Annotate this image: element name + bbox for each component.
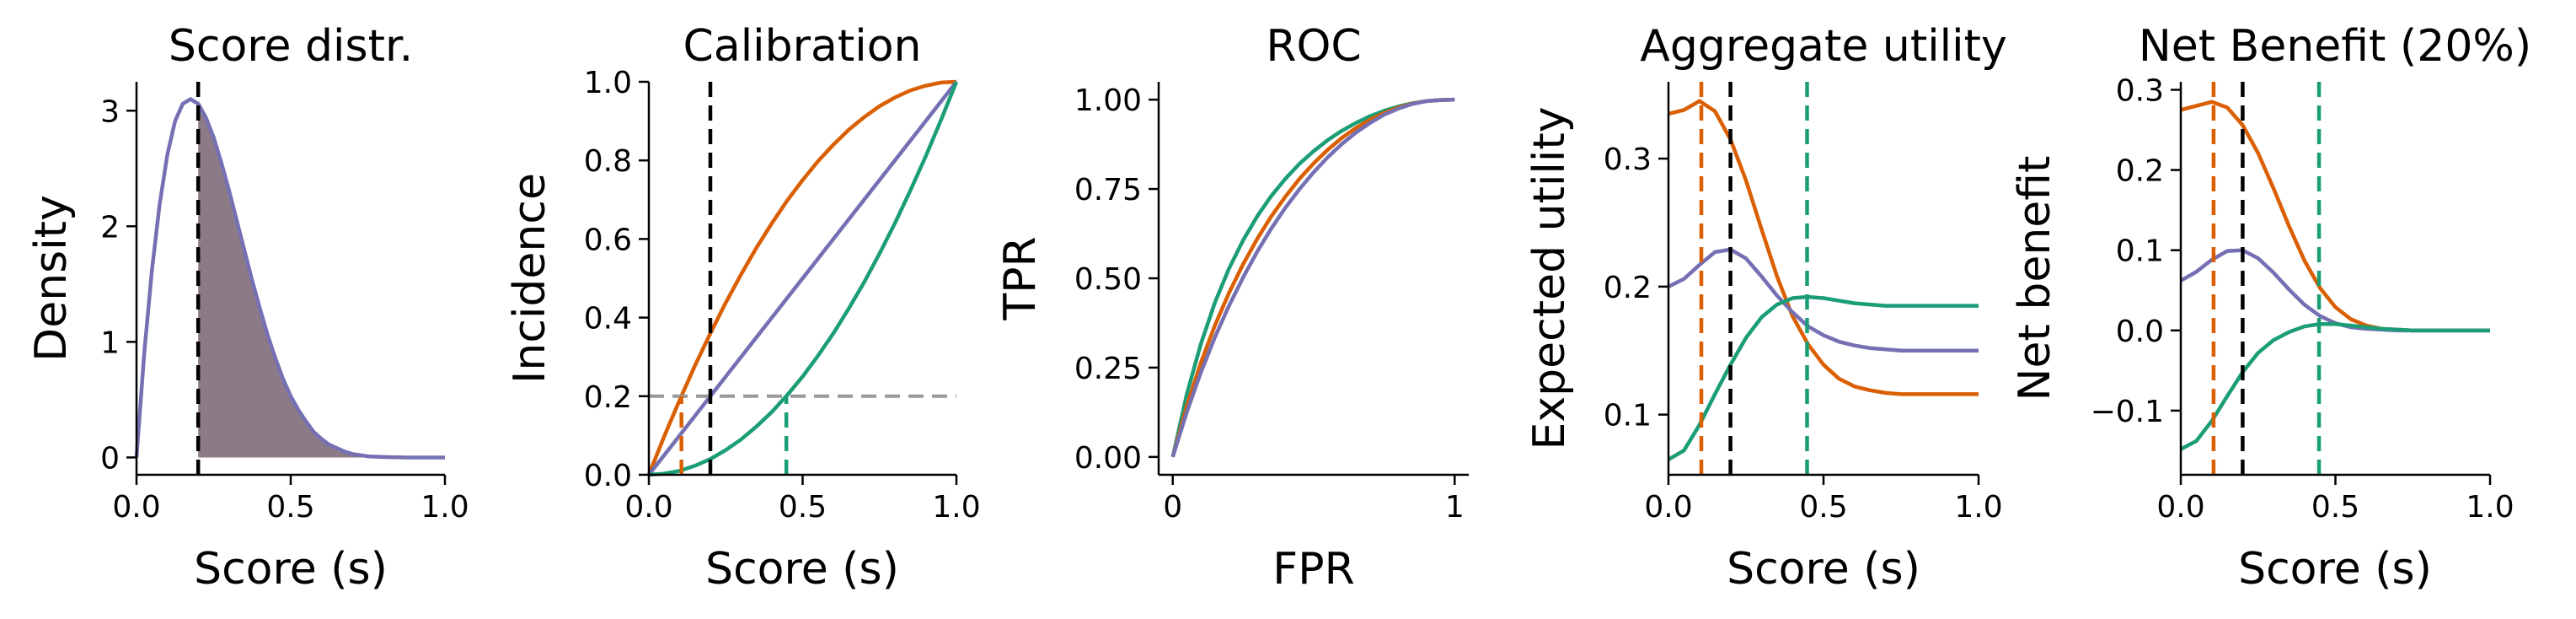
x-axis-label: Score (s) <box>194 544 388 595</box>
y-tick-label: 0.8 <box>584 144 632 179</box>
series-line-purple <box>647 80 958 476</box>
series-line-purple <box>1170 97 1455 458</box>
x-tick-label: 0 <box>1163 490 1182 525</box>
x-axis-label: Score (s) <box>705 544 899 595</box>
x-tick-label: 0.5 <box>1799 490 1847 525</box>
x-axis-label: Score (s) <box>2238 544 2432 595</box>
x-tick-label: 1.0 <box>932 490 980 525</box>
y-tick-label: 2 <box>100 210 120 245</box>
panel-roc: ROC FPR TPR 0 1 0.00 0.25 0.50 0.75 1.00 <box>995 21 1469 595</box>
series-line-purple <box>1668 247 1979 353</box>
y-tick-label: 0.0 <box>2116 315 2164 349</box>
x-tick-label: 1.0 <box>2466 490 2514 525</box>
y-axis-label: TPR <box>995 236 1046 320</box>
series-line-green <box>2179 321 2490 451</box>
panel-title: Calibration <box>683 21 922 72</box>
series-line-green <box>1170 97 1455 458</box>
y-tick-label: 0.50 <box>1074 262 1142 297</box>
x-tick-label: 1 <box>1445 490 1465 525</box>
y-tick-label: 0.1 <box>2116 234 2164 269</box>
series-line-purple <box>2179 248 2490 333</box>
x-tick-label: 1.0 <box>420 490 469 525</box>
x-tick-label: 0.5 <box>266 490 314 525</box>
x-tick-label: 0.0 <box>1644 490 1692 525</box>
x-tick-label: 0.5 <box>779 490 827 525</box>
y-axis-label: Expected utility <box>1524 107 1575 450</box>
y-tick-label: 0.1 <box>1604 399 1652 433</box>
y-tick-label: 0.2 <box>2116 154 2164 189</box>
y-tick-label: 0.2 <box>1604 271 1652 305</box>
y-tick-label: 0 <box>100 441 120 476</box>
y-axis-label: Net benefit <box>2010 156 2060 401</box>
y-tick-label: 0.00 <box>1074 441 1142 476</box>
y-tick-label: −0.1 <box>2091 395 2164 429</box>
y-tick-label: 1.00 <box>1074 83 1142 118</box>
series-line-orange <box>1668 99 1979 396</box>
y-tick-label: 1 <box>100 326 120 360</box>
y-tick-label: 0.2 <box>584 380 632 415</box>
y-axis-label: Density <box>26 195 77 362</box>
panel-calibration: Calibration Score (s) Incidence 0.0 0.5 1.… <box>505 21 981 595</box>
y-tick-label: 0.6 <box>584 223 632 257</box>
y-tick-label: 0.0 <box>584 459 632 493</box>
panel-aggregate-utility: Aggregate utility Score (s) Expected uti… <box>1524 21 2007 595</box>
series-line-orange <box>646 79 957 476</box>
panel-score-distribution: Score distr. Score (s) Density 0.0 0.5 1.0… <box>26 21 469 595</box>
x-tick-label: 0.0 <box>624 490 672 525</box>
x-tick-label: 1.0 <box>1954 490 2002 525</box>
series-line-orange <box>2180 100 2490 333</box>
panel-title: ROC <box>1266 21 1361 72</box>
y-tick-label: 0.75 <box>1074 173 1142 207</box>
y-axis-label: Incidence <box>505 173 555 384</box>
panel-title: Net Benefit (20%) <box>2139 21 2531 72</box>
density-fill-area <box>198 104 445 458</box>
panel-title: Score distr. <box>169 21 413 72</box>
x-tick-label: 0.0 <box>2156 490 2204 525</box>
x-axis-label: FPR <box>1272 544 1354 595</box>
y-tick-label: 3 <box>100 94 120 129</box>
series-line-purple <box>134 97 445 460</box>
x-tick-label: 0.5 <box>2311 490 2359 525</box>
x-axis-label: Score (s) <box>1727 544 1920 595</box>
y-tick-label: 0.3 <box>2116 74 2164 109</box>
series-line-green <box>648 81 959 477</box>
y-tick-label: 1.0 <box>584 66 632 100</box>
panel-title: Aggregate utility <box>1640 21 2006 72</box>
x-tick-label: 0.0 <box>112 490 160 525</box>
y-tick-label: 0.3 <box>1604 143 1652 177</box>
series-line-green <box>1667 294 1979 461</box>
panel-net-benefit: Net Benefit (20%) Score (s) Net benefit … <box>2010 21 2531 595</box>
y-tick-label: 0.25 <box>1074 352 1142 386</box>
y-tick-label: 0.4 <box>584 302 632 336</box>
